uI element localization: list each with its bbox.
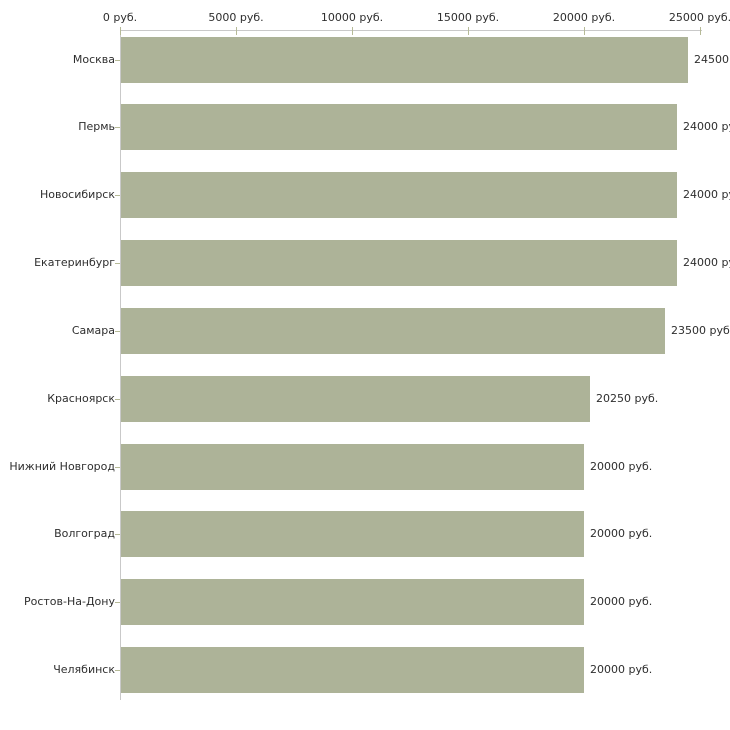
y-tick-mark <box>115 467 120 468</box>
y-tick-mark <box>115 399 120 400</box>
y-tick-mark <box>115 127 120 128</box>
category-label: Екатеринбург <box>34 256 115 269</box>
y-tick-mark <box>115 534 120 535</box>
bar <box>121 444 584 490</box>
bar <box>121 37 688 83</box>
value-label: 23500 руб. <box>671 324 730 337</box>
x-tick-label: 25000 руб. <box>668 11 730 24</box>
value-label: 24000 руб. <box>683 188 730 201</box>
value-label: 24000 руб. <box>683 256 730 269</box>
category-label: Челябинск <box>53 663 115 676</box>
x-tick-label: 20000 руб. <box>552 11 616 24</box>
x-tick-mark <box>236 27 237 35</box>
value-label: 24000 руб. <box>683 120 730 133</box>
x-tick-mark <box>584 27 585 35</box>
category-label: Москва <box>72 53 115 66</box>
bar <box>121 308 665 354</box>
x-tick-mark <box>120 27 121 35</box>
value-label: 20000 руб. <box>590 527 653 540</box>
value-label: 24500 руб. <box>694 53 730 66</box>
bar <box>121 240 677 286</box>
category-label: Красноярск <box>47 392 115 405</box>
category-label: Нижний Новгород <box>9 460 115 473</box>
category-label: Волгоград <box>54 527 115 540</box>
bar <box>121 172 677 218</box>
y-tick-mark <box>115 670 120 671</box>
value-label: 20250 руб. <box>596 392 659 405</box>
y-tick-mark <box>115 60 120 61</box>
category-label: Пермь <box>78 120 115 133</box>
bar <box>121 511 584 557</box>
y-tick-mark <box>115 602 120 603</box>
y-axis-line <box>120 30 121 700</box>
bar <box>121 579 584 625</box>
value-label: 20000 руб. <box>590 595 653 608</box>
y-tick-mark <box>115 195 120 196</box>
x-tick-label: 15000 руб. <box>436 11 500 24</box>
x-tick-mark <box>700 27 701 35</box>
x-tick-label: 10000 руб. <box>320 11 384 24</box>
y-tick-mark <box>115 331 120 332</box>
x-axis-line <box>120 30 702 31</box>
bar <box>121 376 590 422</box>
bar <box>121 104 677 150</box>
y-tick-mark <box>115 263 120 264</box>
category-label: Самара <box>71 324 115 337</box>
category-label: Ростов-На-Дону <box>23 595 115 608</box>
x-tick-label: 5000 руб. <box>208 11 264 24</box>
x-tick-mark <box>468 27 469 35</box>
category-label: Новосибирск <box>39 188 115 201</box>
bar <box>121 647 584 693</box>
value-label: 20000 руб. <box>590 663 653 676</box>
x-tick-mark <box>352 27 353 35</box>
x-tick-label: 0 руб. <box>102 11 138 24</box>
value-label: 20000 руб. <box>590 460 653 473</box>
